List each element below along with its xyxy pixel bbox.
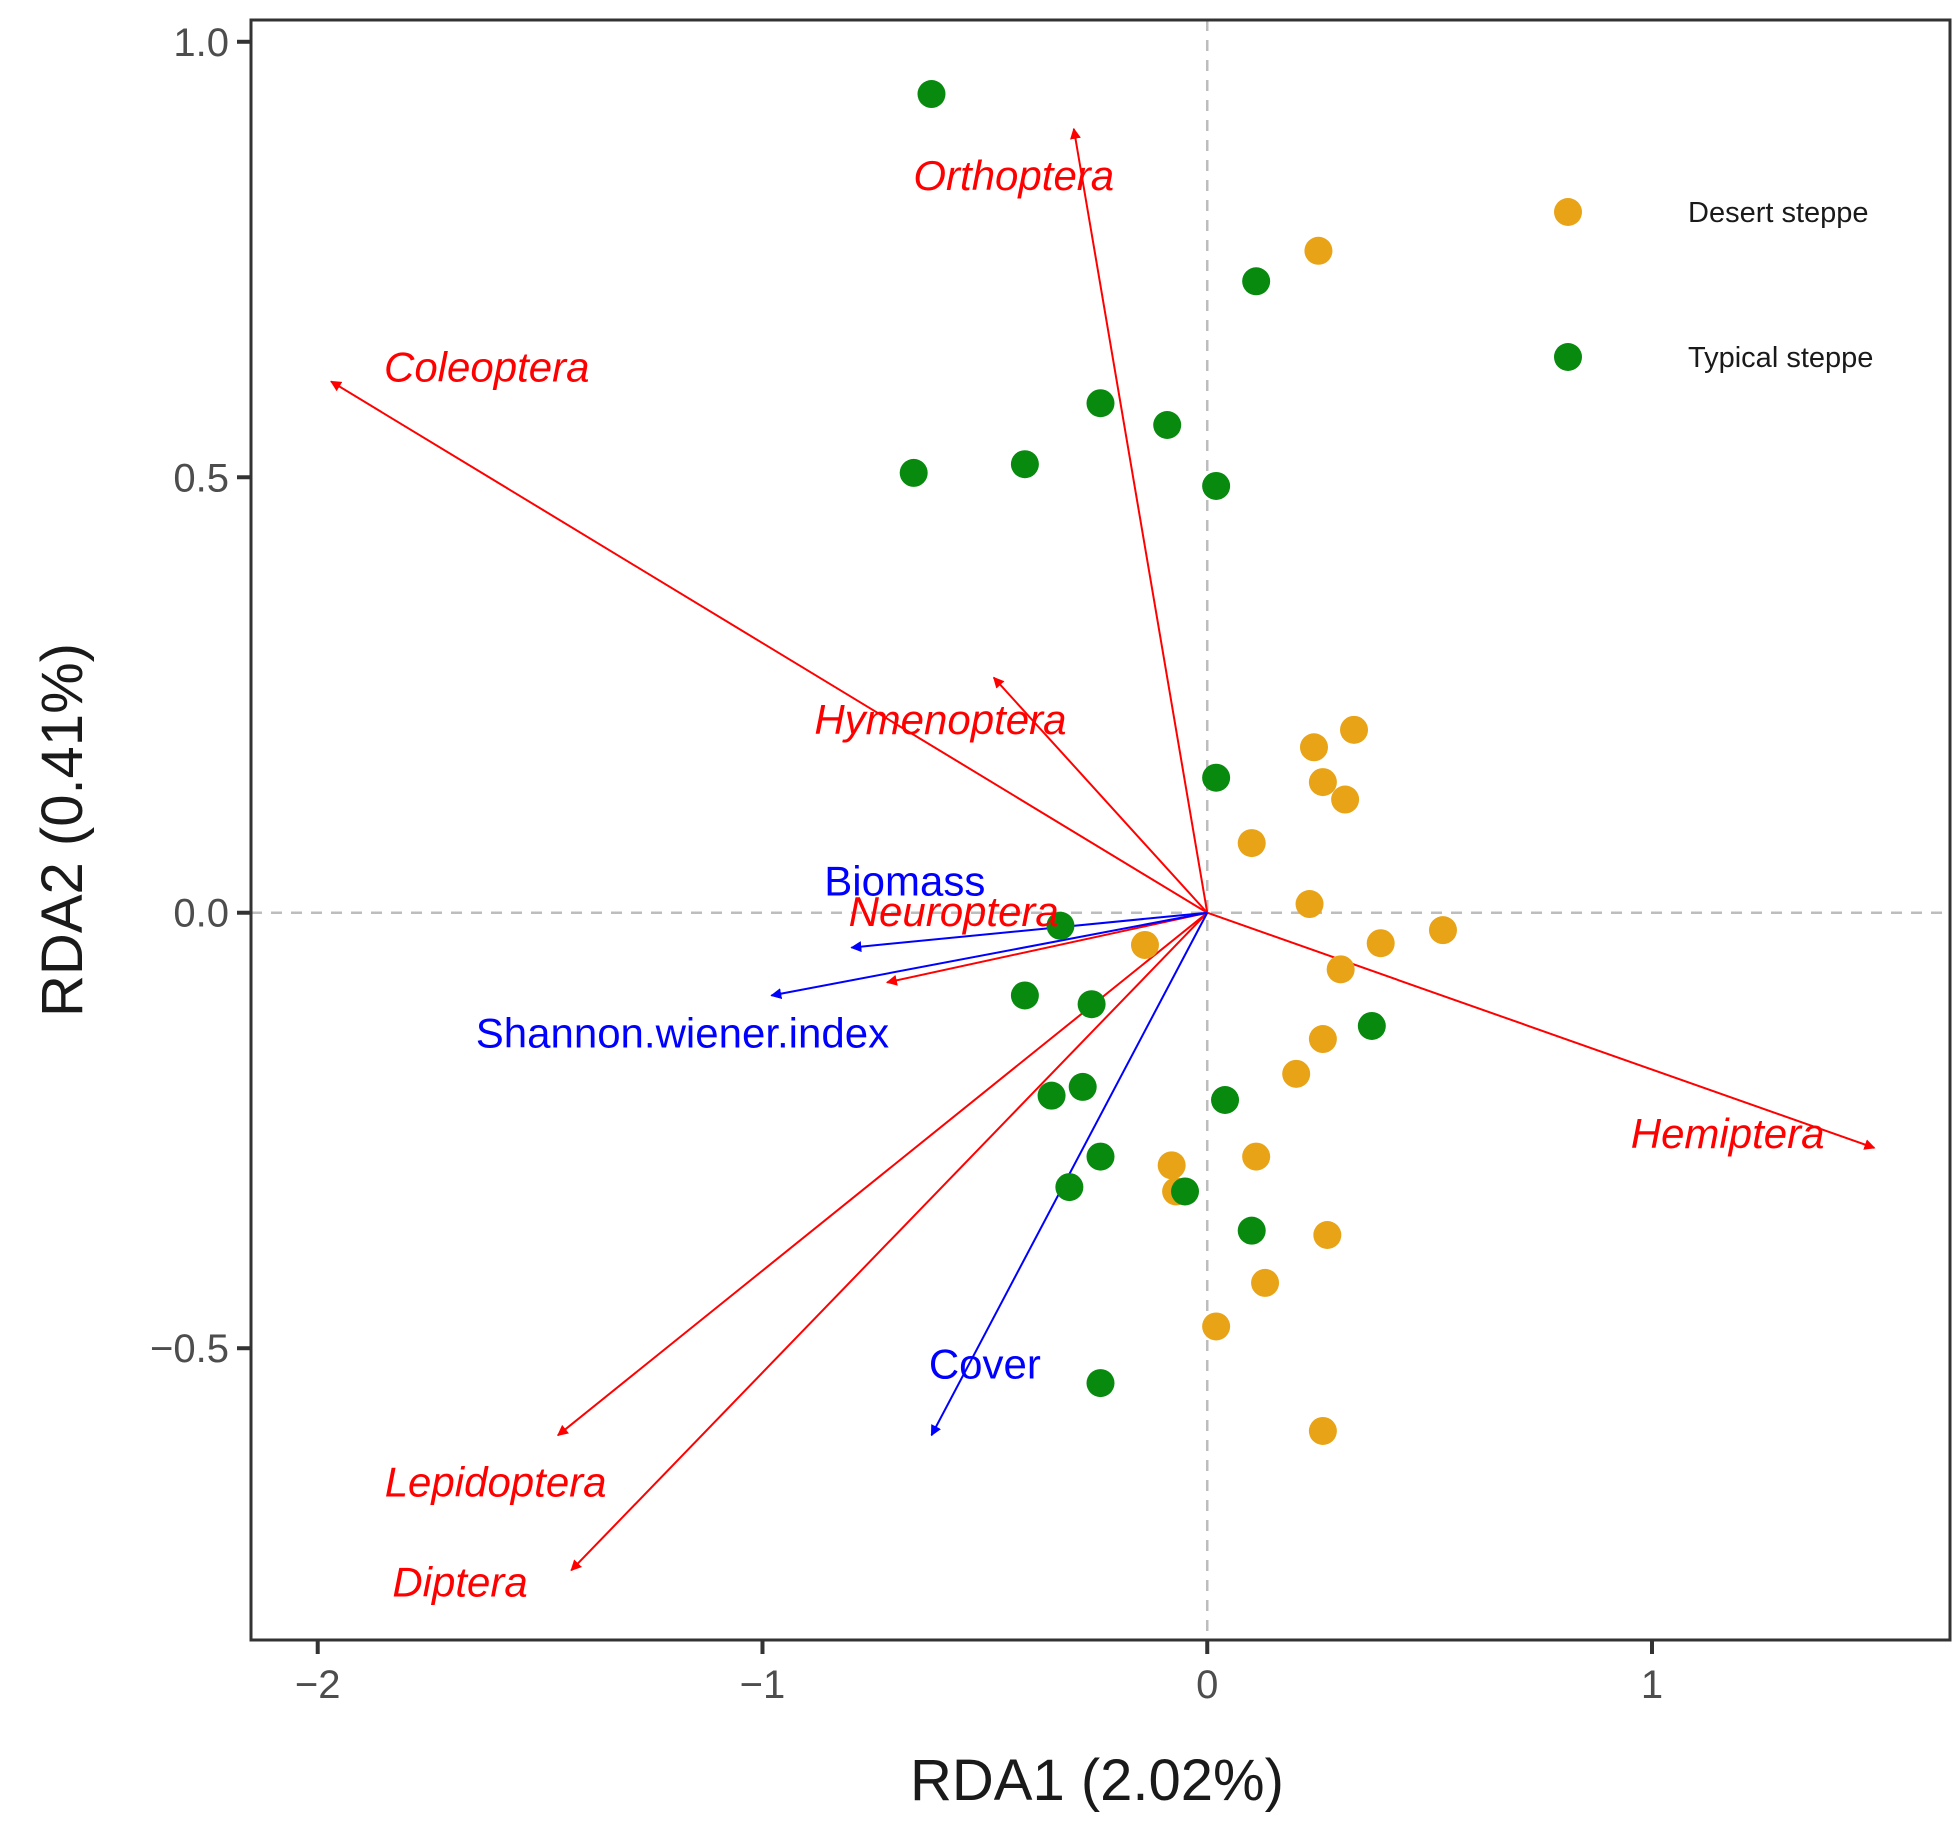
point-desert-steppe [1251, 1268, 1280, 1297]
x-axis-title: RDA1 (2.02%) [910, 1748, 1284, 1813]
point-typical-steppe [1242, 267, 1271, 296]
vector-label-lepidoptera: Lepidoptera [385, 1458, 607, 1505]
reference-lines [251, 20, 1950, 1640]
y-tick-label: 0.5 [173, 456, 229, 500]
y-tick-label: −0.5 [150, 1327, 229, 1371]
y-tick-label: 1.0 [173, 21, 229, 65]
vector-label-coleoptera: Coleoptera [384, 343, 589, 390]
vector-label-neuroptera: Neuroptera [849, 888, 1059, 935]
point-typical-steppe [1037, 1081, 1066, 1110]
point-desert-steppe [1157, 1151, 1186, 1180]
point-typical-steppe [1068, 1072, 1097, 1101]
point-desert-steppe [1308, 1416, 1337, 1445]
point-desert-steppe [1202, 1312, 1231, 1341]
y-axis: −0.5 0.0 0.5 1.0 [150, 21, 251, 1371]
point-desert-steppe [1428, 916, 1457, 945]
legend-label-typical-steppe: Typical steppe [1688, 342, 1873, 374]
point-typical-steppe [1055, 1173, 1084, 1202]
x-tick-label: −1 [740, 1663, 786, 1707]
point-typical-steppe [1077, 990, 1106, 1019]
vector-shannon-wiener-index [770, 911, 1208, 1000]
point-typical-steppe [1153, 411, 1182, 439]
point-typical-steppe [1202, 471, 1231, 500]
x-axis: −2 −1 0 1 [295, 1640, 1663, 1707]
vector-diptera [570, 912, 1208, 1572]
legend-label-desert-steppe: Desert steppe [1688, 197, 1869, 229]
point-typical-steppe [899, 458, 928, 487]
vector-label-orthoptera: Orthoptera [913, 152, 1114, 199]
point-typical-steppe [1211, 1086, 1240, 1114]
y-axis-title: RDA2 (0.41%) [30, 643, 95, 1017]
point-typical-steppe [1357, 1011, 1386, 1040]
point-typical-steppe [1046, 911, 1075, 940]
vector-labels: Orthoptera Coleoptera Hymenoptera Neuropter… [384, 152, 1825, 1606]
vector-label-hemiptera: Hemiptera [1631, 1110, 1825, 1157]
x-tick-label: 1 [1641, 1663, 1663, 1707]
point-desert-steppe [1295, 890, 1324, 919]
vector-hemiptera [1206, 911, 1876, 1150]
point-desert-steppe [1299, 733, 1328, 762]
vector-label-cover: Cover [929, 1341, 1041, 1388]
point-typical-steppe [1171, 1177, 1200, 1206]
point-desert-steppe [1308, 1025, 1337, 1054]
vector-label-hymenoptera: Hymenoptera [814, 696, 1066, 743]
sample-points [899, 80, 1457, 1445]
point-desert-steppe [1331, 785, 1360, 814]
plot-panel-border [249, 18, 1952, 1642]
point-desert-steppe [1366, 929, 1395, 958]
point-typical-steppe [1010, 450, 1039, 479]
vector-coleoptera [330, 380, 1208, 914]
point-typical-steppe [1237, 1216, 1266, 1245]
vector-orthoptera [1070, 127, 1209, 913]
legend-key-typical-steppe [1554, 343, 1582, 371]
point-desert-steppe [1313, 1221, 1342, 1249]
x-tick-label: −2 [295, 1663, 341, 1707]
vector-label-shannon-wiener-index: Shannon.wiener.index [476, 1010, 889, 1057]
vector-neuroptera [885, 911, 1208, 986]
point-typical-steppe [917, 80, 946, 109]
x-tick-label: 0 [1196, 1663, 1218, 1707]
point-typical-steppe [1086, 1142, 1115, 1171]
y-tick-label: 0.0 [173, 892, 229, 936]
point-desert-steppe [1242, 1142, 1271, 1171]
vector-hymenoptera [993, 676, 1208, 914]
point-desert-steppe [1282, 1059, 1311, 1088]
point-desert-steppe [1130, 930, 1159, 959]
point-desert-steppe [1237, 829, 1266, 858]
legend-key-desert-steppe [1554, 198, 1582, 226]
point-desert-steppe [1308, 768, 1337, 797]
point-desert-steppe [1340, 715, 1369, 744]
point-typical-steppe [1086, 389, 1115, 418]
point-typical-steppe [1202, 763, 1231, 792]
point-typical-steppe [1010, 981, 1039, 1010]
point-typical-steppe [1086, 1369, 1115, 1398]
point-desert-steppe [1326, 955, 1355, 984]
vector-label-biomass: Biomass [824, 857, 985, 904]
vector-biomass [850, 911, 1208, 953]
vector-label-diptera: Diptera [392, 1558, 527, 1605]
legend: Desert steppe Typical steppe [1554, 197, 1873, 374]
point-desert-steppe [1304, 236, 1333, 265]
